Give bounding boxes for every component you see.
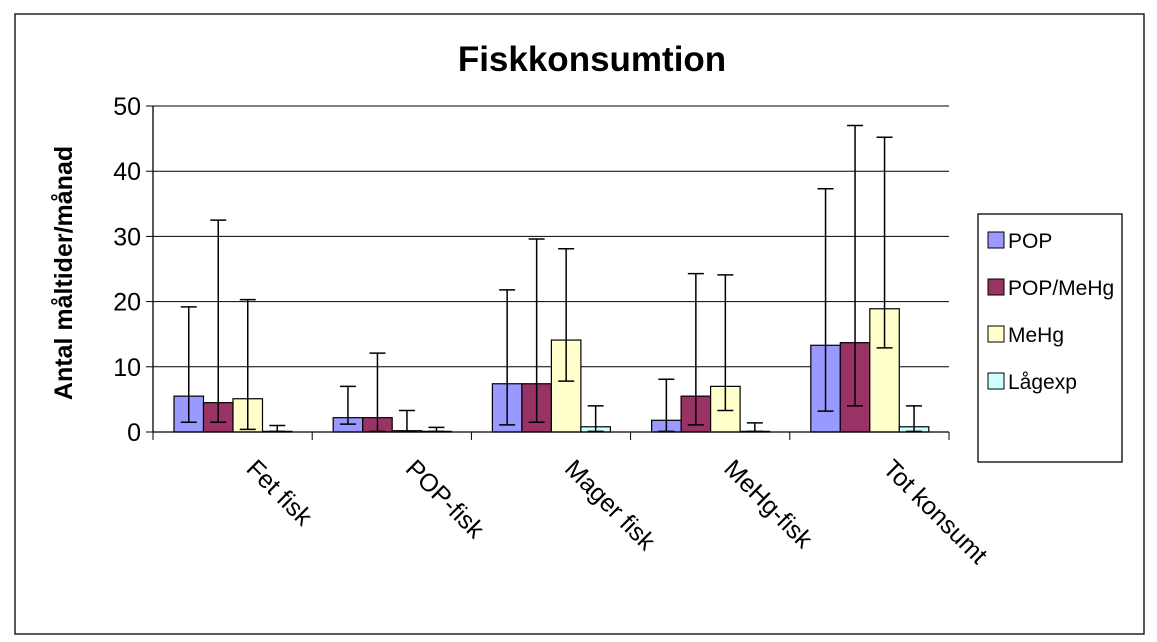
legend-label: Lågexp (1008, 371, 1077, 394)
legend-label: POP/MeHg (1008, 277, 1114, 300)
legend-swatch (987, 231, 1005, 249)
legend-swatch (987, 372, 1005, 390)
y-tick-label: 30 (113, 223, 141, 251)
axes (152, 106, 949, 433)
y-tick-label: 40 (113, 158, 141, 186)
chart-frame (14, 13, 1145, 635)
chart-title: Fiskkonsumtion (458, 40, 726, 79)
legend: POP POP/MeHg MeHg Lågexp (977, 213, 1123, 463)
legend-label: POP (1008, 230, 1052, 253)
y-axis-ticks: 0 10 20 30 40 50 (113, 93, 153, 447)
legend-label: MeHg (1008, 324, 1064, 347)
y-tick-label: 0 (127, 419, 141, 447)
legend-swatch (987, 325, 1005, 343)
legend-swatch (987, 278, 1005, 296)
y-tick-label: 20 (113, 289, 141, 317)
y-tick-label: 50 (113, 93, 141, 121)
y-axis-label: Antal måltider/månad (50, 146, 78, 400)
error-bars (180, 124, 923, 433)
y-tick-label: 10 (113, 354, 141, 382)
